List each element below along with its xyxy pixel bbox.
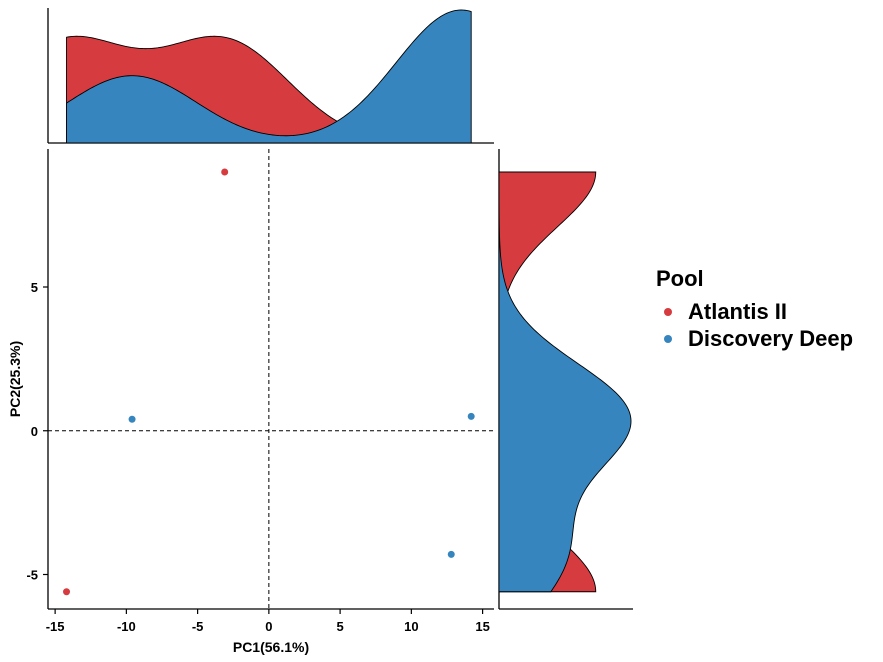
legend: Pool Atlantis II Discovery Deep	[656, 266, 853, 352]
x-tick-label: -10	[117, 619, 136, 634]
x-tick-label: -5	[192, 619, 204, 634]
legend-label-atlantis: Atlantis II	[688, 298, 788, 324]
y-tick-label: -5	[26, 568, 38, 583]
data-point-atlantis	[63, 588, 71, 596]
top-density-discovery	[66, 9, 472, 144]
data-point-atlantis	[221, 168, 229, 176]
right-density-discovery	[498, 171, 632, 593]
y-axis-title: PC2(25.3%)	[7, 341, 23, 417]
data-point-discovery	[128, 415, 136, 423]
legend-key-discovery	[664, 334, 672, 343]
legend-key-atlantis	[664, 307, 672, 316]
data-point-discovery	[447, 550, 455, 558]
y-tick-label: 0	[31, 424, 38, 439]
legend-item-atlantis: Atlantis II	[656, 298, 853, 325]
legend-label-discovery: Discovery Deep	[688, 325, 854, 351]
x-tick-label: -15	[46, 619, 65, 634]
x-tick-label: 15	[475, 619, 489, 634]
x-tick-label: 5	[336, 619, 343, 634]
x-axis-title: PC1(56.1%)	[233, 639, 309, 655]
x-tick-label: 0	[265, 619, 272, 634]
y-tick-label: 5	[31, 280, 38, 295]
legend-item-discovery: Discovery Deep	[656, 325, 853, 352]
legend-title: Pool	[656, 266, 704, 291]
x-tick-label: 10	[404, 619, 418, 634]
data-point-discovery	[467, 412, 475, 420]
